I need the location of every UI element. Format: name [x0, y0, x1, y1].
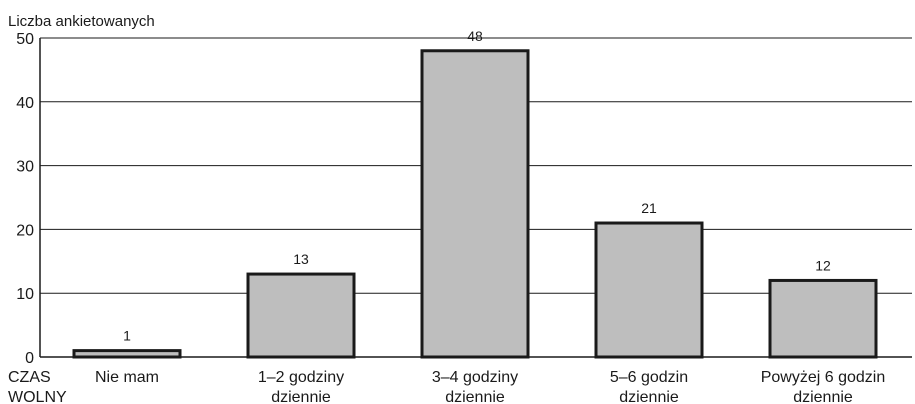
x-axis-title: CZAS WOLNY [8, 369, 67, 404]
category-label-line: dziennie [619, 389, 679, 404]
category-labels: Nie mam 1–2 godziny dziennie 3–4 godziny dzi… [95, 369, 885, 404]
y-axis-title: Liczba ankietowanych [8, 13, 155, 30]
category-label: Powyżej 6 godzin dziennie [761, 369, 886, 404]
y-tick-label: 20 [16, 222, 34, 239]
category-label: 1–2 godziny dziennie [258, 369, 344, 404]
bar [72, 349, 182, 359]
category-label-line: Nie mam [95, 369, 159, 386]
category-label: 3–4 godziny dziennie [432, 369, 518, 404]
category-label: 5–6 godzin dziennie [610, 369, 688, 404]
x-axis-title-line-2: WOLNY [8, 389, 67, 404]
category-label-line: dziennie [271, 389, 331, 404]
category-label-line: dziennie [445, 389, 505, 404]
category-label-line: Powyżej 6 godzin [761, 369, 886, 386]
category-label-line: dziennie [793, 389, 853, 404]
category-label: Nie mam [95, 369, 159, 386]
x-axis-title-line-1: CZAS [8, 369, 51, 386]
bar [594, 221, 704, 359]
y-tick-labels: 0 10 20 30 40 50 [16, 31, 34, 367]
category-label-line: 5–6 godzin [610, 369, 688, 386]
bar [768, 278, 878, 359]
category-label-line: 1–2 godziny [258, 369, 344, 386]
bar [420, 49, 530, 359]
category-label-line: 3–4 godziny [432, 369, 518, 386]
y-tick-label: 50 [16, 31, 34, 48]
bar-value-label: 48 [467, 28, 483, 44]
y-tick-label: 40 [16, 95, 34, 112]
y-tick-label: 10 [16, 286, 34, 303]
bar-value-label: 1 [123, 328, 131, 344]
bar-value-label: 13 [293, 251, 309, 267]
bar-value-label: 21 [641, 200, 657, 216]
y-tick-label: 30 [16, 159, 34, 176]
bars [72, 49, 878, 359]
y-tick-label: 0 [25, 350, 34, 367]
bar [246, 272, 356, 359]
value-labels: 1 13 48 21 12 [123, 28, 831, 344]
bar-value-label: 12 [815, 257, 831, 273]
